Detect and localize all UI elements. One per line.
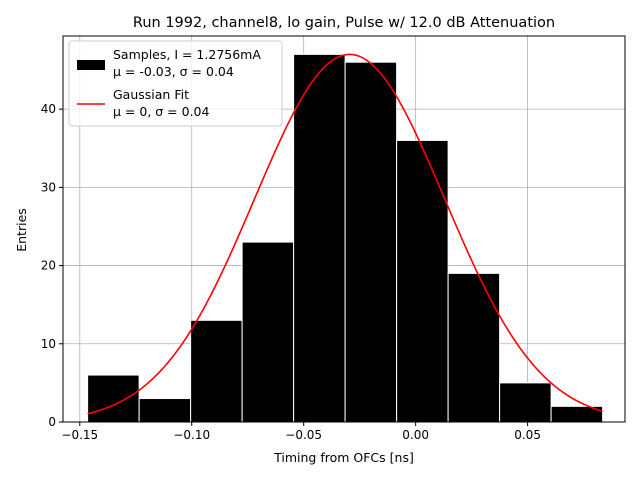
x-tick-label: −0.05	[285, 428, 322, 442]
histogram-bar	[499, 382, 552, 423]
x-axis-ticks: −0.15 −0.10 −0.05 0.00 0.05	[61, 422, 541, 442]
y-tick-label: 0	[48, 415, 56, 429]
histogram-bar	[138, 398, 192, 423]
histogram-bar	[241, 241, 295, 423]
x-tick-label: −0.15	[61, 428, 98, 442]
y-tick-label: 30	[41, 180, 56, 194]
histogram-bar	[447, 272, 501, 423]
legend-samples-swatch	[77, 60, 105, 70]
axes-frame	[62, 35, 626, 423]
legend-box	[68, 40, 283, 127]
legend: Samples, I = 1.2756mA μ = -0.03, σ = 0.0…	[68, 40, 283, 127]
histogram-bar	[344, 61, 398, 423]
histogram-bar	[396, 139, 449, 423]
y-axis-ticks: 0 10 20 30 40	[41, 102, 63, 429]
x-tick-label: −0.10	[173, 428, 210, 442]
histogram-bar	[87, 374, 140, 423]
chart-title: Run 1992, channel8, lo gain, Pulse w/ 12…	[133, 15, 555, 31]
x-axis-label: Timing from OFCs [ns]	[273, 450, 414, 465]
x-tick-label: 0.00	[402, 428, 429, 442]
y-tick-label: 20	[41, 259, 56, 273]
legend-samples-line1: Samples, I = 1.2756mA	[113, 47, 261, 62]
histogram-bar	[190, 319, 243, 423]
y-tick-label: 40	[41, 102, 56, 116]
legend-fit-line2: μ = 0, σ = 0.04	[113, 104, 209, 119]
legend-samples-line2: μ = -0.03, σ = 0.04	[113, 64, 234, 79]
y-axis-label: Entries	[14, 208, 29, 252]
y-tick-label: 10	[41, 337, 56, 351]
histogram-bar	[293, 53, 346, 423]
histogram-bars	[87, 53, 604, 423]
gaussian-fit-curve	[87, 53, 603, 415]
x-tick-label: 0.05	[514, 428, 541, 442]
legend-fit-line1: Gaussian Fit	[113, 87, 189, 102]
